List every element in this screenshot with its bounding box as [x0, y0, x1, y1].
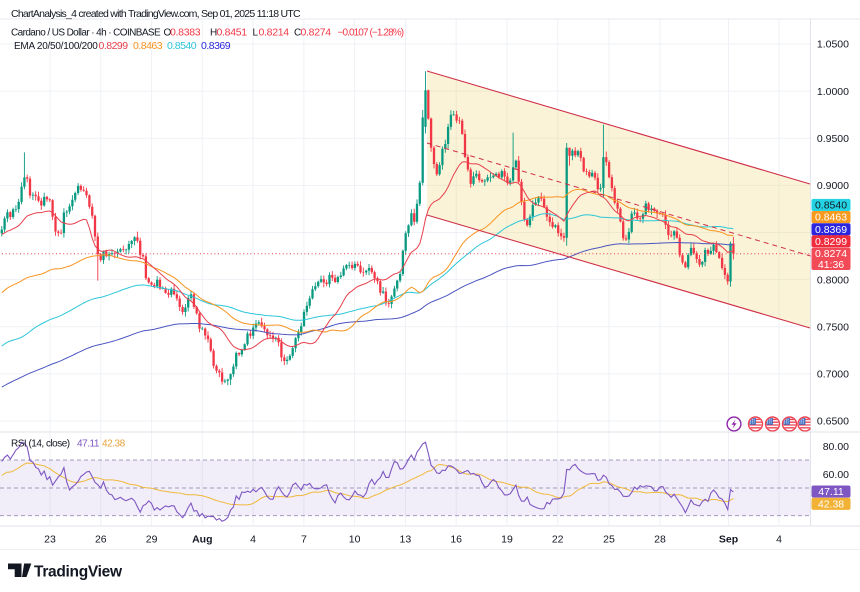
svg-text:0.8463: 0.8463 [133, 40, 163, 52]
svg-text:4: 4 [776, 534, 782, 546]
svg-text:23: 23 [44, 534, 56, 546]
svg-text:0.7000: 0.7000 [817, 369, 849, 381]
svg-text:0.8369: 0.8369 [201, 40, 231, 52]
svg-text:Sep: Sep [719, 534, 738, 546]
svg-text:RSI (14, close): RSI (14, close) [11, 439, 70, 450]
svg-text:Aug: Aug [192, 534, 212, 546]
svg-text:47.11: 47.11 [77, 439, 100, 450]
svg-text:42.38: 42.38 [818, 499, 844, 511]
svg-text:47.11: 47.11 [818, 486, 844, 498]
svg-text:EMA 20/50/100/200: EMA 20/50/100/200 [14, 41, 98, 52]
svg-text:10: 10 [349, 534, 361, 546]
svg-text:0.7500: 0.7500 [817, 322, 849, 334]
svg-text:0.8000: 0.8000 [817, 274, 849, 286]
svg-text:41:36: 41:36 [818, 259, 844, 271]
svg-text:1.0000: 1.0000 [817, 86, 849, 98]
svg-text:0.8299: 0.8299 [99, 40, 129, 52]
svg-text:1.0500: 1.0500 [817, 39, 849, 51]
svg-text:0.8274: 0.8274 [815, 248, 847, 260]
svg-text:L: L [253, 28, 259, 39]
svg-text:0.6500: 0.6500 [817, 416, 849, 428]
svg-text:0.8214: 0.8214 [259, 27, 290, 39]
svg-text:0.8540: 0.8540 [815, 200, 847, 212]
svg-text:26: 26 [95, 534, 107, 546]
svg-text:0.8369: 0.8369 [815, 224, 847, 236]
svg-text:13: 13 [400, 534, 412, 546]
svg-text:0.8463: 0.8463 [815, 212, 847, 224]
svg-text:C: C [294, 28, 301, 39]
svg-text:O: O [164, 28, 172, 39]
svg-text:4: 4 [250, 534, 256, 546]
svg-text:42.38: 42.38 [102, 439, 126, 450]
svg-text:−0.0107 (−1.28%): −0.0107 (−1.28%) [338, 28, 404, 39]
svg-text:19: 19 [501, 534, 513, 546]
svg-text:Cardano / US Dollar · 4h · COI: Cardano / US Dollar · 4h · COINBASE [11, 28, 161, 39]
svg-text:0.9000: 0.9000 [817, 180, 849, 192]
svg-text:80.00: 80.00 [823, 441, 849, 453]
svg-text:0.8299: 0.8299 [815, 236, 847, 248]
svg-text:16: 16 [450, 534, 462, 546]
svg-text:ChartAnalysis_4 created with T: ChartAnalysis_4 created with TradingView… [11, 8, 301, 20]
svg-text:0.9500: 0.9500 [817, 133, 849, 145]
svg-text:25: 25 [603, 534, 615, 546]
svg-text:29: 29 [146, 534, 158, 546]
svg-text:0.8274: 0.8274 [301, 27, 332, 39]
svg-text:28: 28 [654, 534, 666, 546]
svg-text:0.8451: 0.8451 [217, 27, 248, 39]
svg-text:60.00: 60.00 [823, 469, 849, 481]
svg-text:0.8540: 0.8540 [167, 40, 197, 52]
svg-text:22: 22 [552, 534, 564, 546]
svg-text:H: H [210, 28, 217, 39]
svg-text:TradingView: TradingView [34, 564, 123, 581]
svg-text:0.8383: 0.8383 [170, 27, 201, 39]
svg-text:7: 7 [301, 534, 307, 546]
